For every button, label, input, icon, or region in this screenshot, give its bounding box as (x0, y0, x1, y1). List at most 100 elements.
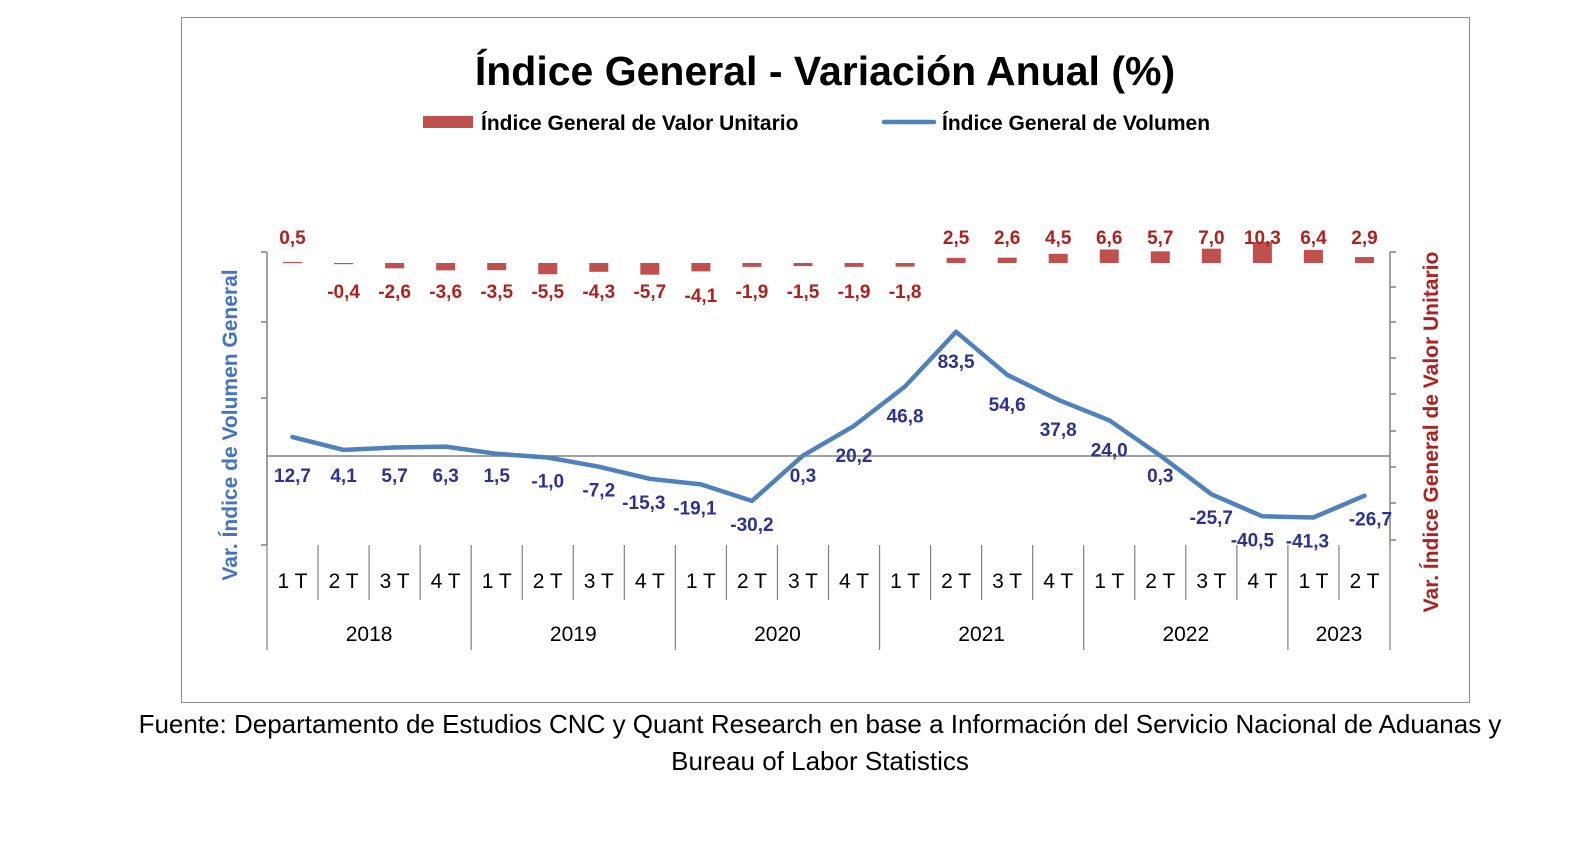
bar-data-label: -3,6 (429, 282, 462, 303)
line-data-label: -19,1 (673, 498, 717, 519)
legend-label-volumen: Índice General de Volumen (942, 112, 1210, 135)
bar-valor-unitario (640, 263, 660, 275)
quarter-tick-label: 3 T (584, 570, 614, 593)
line-data-label: -40,5 (1231, 530, 1275, 551)
line-data-label: -1,0 (531, 471, 564, 492)
bar-valor-unitario (538, 263, 558, 275)
quarter-tick-label: 4 T (1247, 570, 1277, 593)
quarter-tick-label: 3 T (788, 570, 818, 593)
quarter-tick-label: 4 T (635, 570, 665, 593)
quarter-tick-label: 4 T (1043, 570, 1073, 593)
bar-valor-unitario (487, 263, 507, 271)
bar-data-label: -0,4 (327, 282, 360, 303)
bar-valor-unitario (793, 263, 813, 267)
bar-valor-unitario (1303, 249, 1323, 263)
bar-valor-unitario (1150, 251, 1170, 263)
quarter-tick-label: 2 T (737, 570, 767, 593)
quarter-tick-label: 2 T (1349, 570, 1379, 593)
line-data-label: 4,1 (330, 466, 357, 487)
line-data-label: -41,3 (1286, 531, 1329, 552)
bar-data-label: 0,5 (279, 228, 306, 249)
bar-valor-unitario (1354, 257, 1374, 263)
line-data-label: 20,2 (836, 446, 873, 467)
left-axis-title: Var. Índice de Volumen General (219, 269, 242, 580)
bar-data-label: -5,5 (531, 282, 564, 303)
bar-data-label: -4,1 (685, 286, 718, 307)
axes (261, 251, 1396, 546)
bar-valor-unitario (895, 263, 915, 267)
source-note: Fuente: Departamento de Estudios CNC y Q… (138, 709, 1502, 776)
line-data-label: -25,7 (1190, 508, 1233, 529)
quarter-tick-label: 2 T (329, 570, 359, 593)
line-data-label: 12,7 (274, 466, 311, 487)
bar-valor-unitario (589, 263, 609, 272)
line-data-label: -7,2 (582, 481, 615, 502)
bar-valor-unitario (946, 257, 966, 263)
bar-valor-unitario (997, 257, 1017, 263)
bar-valor-unitario (691, 263, 711, 272)
quarter-tick-label: 4 T (431, 570, 461, 593)
bar-valor-unitario (1201, 248, 1221, 263)
quarter-tick-label: 2 T (941, 570, 971, 593)
legend-label-valor-unitario: Índice General de Valor Unitario (481, 112, 798, 135)
quarter-tick-label: 1 T (1298, 570, 1328, 593)
line-data-label: 37,8 (1040, 420, 1077, 441)
data-labels: 0,5-0,4 -2,6 -3,6 -3,5 -5,5 -4,3 -5,7 -4,1 -1,9-… (274, 228, 1392, 552)
line-data-label: 46,8 (887, 406, 924, 427)
bar-valor-unitario (1048, 253, 1068, 263)
line-data-label: 54,6 (989, 395, 1026, 416)
quarter-tick-label: 3 T (992, 570, 1022, 593)
line-data-label: 0,3 (1147, 466, 1173, 487)
line-data-label: -26,7 (1349, 510, 1392, 531)
bar-data-label: 6,4 (1300, 228, 1327, 249)
year-label: 2021 (958, 623, 1005, 646)
bar-valor-unitario (742, 263, 762, 267)
year-label: 2020 (754, 623, 801, 646)
bar-data-label: 4,5 (1045, 228, 1072, 249)
quarter-tick-label: 3 T (380, 570, 410, 593)
year-label: 2022 (1162, 623, 1209, 646)
bar-valor-unitario (844, 263, 864, 267)
quarter-tick-label: 4 T (839, 570, 869, 593)
line-data-label: -15,3 (622, 493, 665, 514)
bar-data-label: -5,7 (633, 282, 666, 303)
quarter-tick-label: 1 T (278, 570, 308, 593)
bar-data-label: -4,3 (582, 282, 615, 303)
line-volumen (290, 329, 1367, 520)
quarter-tick-label: 2 T (1145, 570, 1175, 593)
quarter-tick-label: 3 T (1196, 570, 1226, 593)
line-data-label: 5,7 (381, 466, 407, 487)
line-data-label: 24,0 (1091, 440, 1128, 461)
bar-data-label: -1,8 (889, 282, 922, 303)
bar-valor-unitario (385, 263, 405, 269)
quarter-tick-label: 1 T (686, 570, 716, 593)
bar-series (283, 241, 1374, 275)
bar-valor-unitario (436, 263, 456, 271)
line-data-label: 83,5 (938, 352, 975, 373)
quarter-tick-label: 1 T (482, 570, 512, 593)
legend: Índice General de Valor Unitario Índice … (423, 112, 1210, 135)
year-label: 2023 (1316, 623, 1363, 646)
line-data-label: 6,3 (432, 466, 458, 487)
line-data-label: -30,2 (730, 515, 773, 536)
bar-data-label: 2,5 (943, 228, 970, 249)
bar-valor-unitario (334, 263, 354, 265)
line-data-label: 0,3 (790, 466, 816, 487)
bar-data-label: -1,9 (736, 282, 769, 303)
bar-data-label: 2,9 (1351, 228, 1377, 249)
bar-data-label: -3,5 (480, 282, 513, 303)
right-axis-title: Var. Índice General de Valor Unitario (1420, 252, 1443, 613)
quarter-tick-label: 2 T (533, 570, 563, 593)
chart-title: Índice General - Variación Anual (%) (475, 48, 1175, 94)
line-series (290, 329, 1367, 520)
quarter-tick-label: 1 T (1094, 570, 1124, 593)
x-axis: 1 T 2 T 3 T 4 T 1 T 2 T 3 T 4 T 1 T 2 T 3 T 4 T 1 T 2… (266, 545, 1391, 650)
bar-data-label: 2,6 (994, 228, 1020, 249)
quarter-tick-label: 1 T (890, 570, 920, 593)
line-data-label: 1,5 (483, 466, 510, 487)
bar-data-label: -1,9 (838, 282, 871, 303)
bar-data-label: -2,6 (378, 282, 411, 303)
year-label: 2018 (346, 623, 393, 646)
bar-data-label: 6,6 (1096, 228, 1122, 249)
